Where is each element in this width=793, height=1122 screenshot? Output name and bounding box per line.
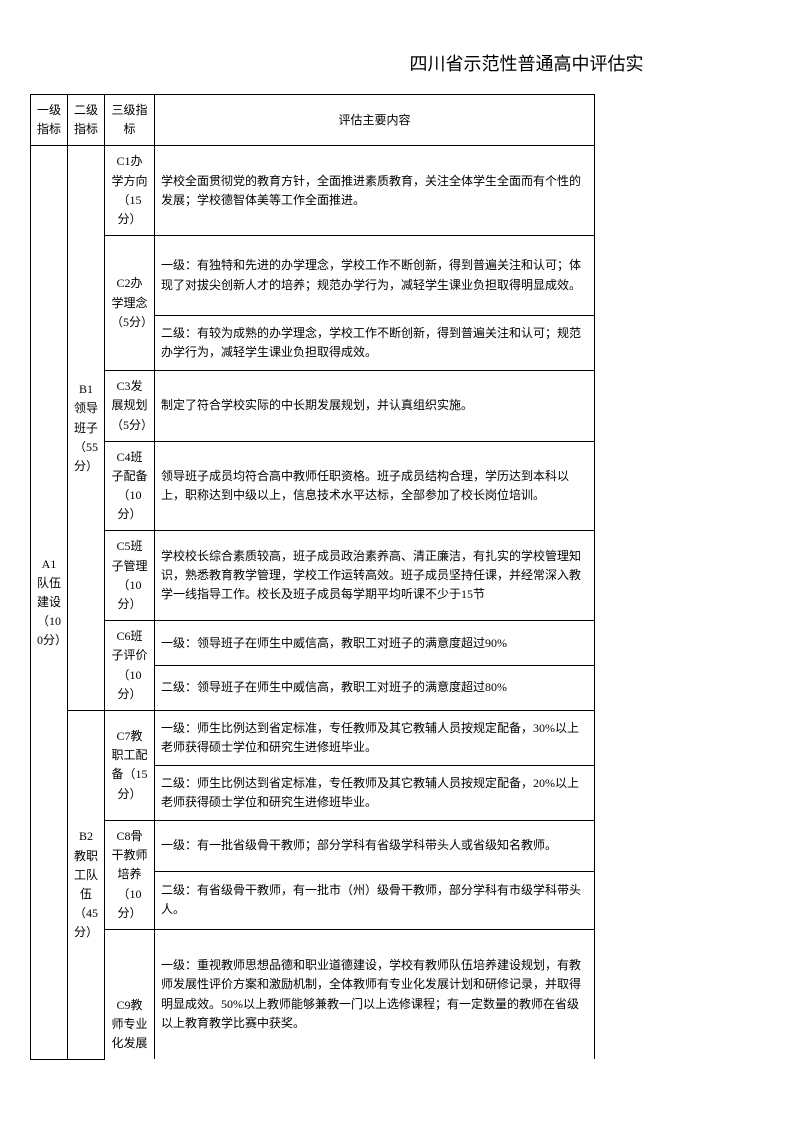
table-header-row: 一级指标 二级指标 三级指标 评估主要内容 [31,95,595,146]
cell-C7-label: C7教职工配备（15分） [105,710,155,820]
evaluation-table: 一级指标 二级指标 三级指标 评估主要内容 A1队伍建设（100分） B1领导班… [30,94,595,1060]
table-row: C9教师专业化发展 一级：重视教师思想品德和职业道德建设，学校有教师队伍培养建设… [31,929,595,1059]
table-row: A1队伍建设（100分） B1领导班子（55分） C1办学方向（15分） 学校全… [31,146,595,236]
header-content: 评估主要内容 [155,95,595,146]
cell-C4-label: C4班子配备（10分） [105,441,155,531]
table-row: C2办学理念（5分） 一级：有独特和先进的办学理念，学校工作不断创新，得到普遍关… [31,236,595,316]
cell-C4-text: 领导班子成员均符合高中教师任职资格。班子成员结构合理，学历达到本科以上，职称达到… [155,441,595,531]
cell-C6-t1: 一级：领导班子在师生中威信高，教职工对班子的满意度超过90% [155,621,595,666]
cell-C3-text: 制定了符合学校实际的中长期发展规划，并认真组织实施。 [155,371,595,442]
table-row: C8骨干教师培养（10分） 一级：有一批省级骨干教师；部分学科有省级学科带头人或… [31,820,595,871]
table-row: C6班子评价（10分） 一级：领导班子在师生中威信高，教职工对班子的满意度超过9… [31,621,595,666]
header-level3: 三级指标 [105,95,155,146]
cell-B2: B2教职工队伍（45分） [68,710,105,1059]
cell-B1: B1领导班子（55分） [68,146,105,711]
table-row: C3发展规划（5分） 制定了符合学校实际的中长期发展规划，并认真组织实施。 [31,371,595,442]
cell-C8-label: C8骨干教师培养（10分） [105,820,155,929]
table-row: B2教职工队伍（45分） C7教职工配备（15分） 一级：师生比例达到省定标准，… [31,710,595,765]
cell-C1-text: 学校全面贯彻党的教育方针，全面推进素质教育，关注全体学生全面而有个性的发展；学校… [155,146,595,236]
cell-C5-label: C5班子管理（10分） [105,531,155,621]
cell-C8-t2: 二级：有省级骨干教师，有一批市（州）级骨干教师，部分学科有市级学科带头人。 [155,871,595,929]
cell-C2-t1: 一级：有独特和先进的办学理念，学校工作不断创新，得到普遍关注和认可；体现了对拔尖… [155,236,595,316]
cell-C1-label: C1办学方向（15分） [105,146,155,236]
header-level2: 二级指标 [68,95,105,146]
cell-C9-label: C9教师专业化发展 [105,929,155,1059]
cell-C6-label: C6班子评价（10分） [105,621,155,711]
cell-C6-t2: 二级：领导班子在师生中威信高，教职工对班子的满意度超过80% [155,666,595,711]
cell-C9-t1: 一级：重视教师思想品德和职业道德建设，学校有教师队伍培养建设规划，有教师发展性评… [155,929,595,1059]
header-level1: 一级指标 [31,95,68,146]
page-title: 四川省示范性普通高中评估实 [30,50,763,76]
table-row: C5班子管理（10分） 学校校长综合素质较高，班子成员政治素养高、清正廉洁，有扎… [31,531,595,621]
cell-A1: A1队伍建设（100分） [31,146,68,1060]
cell-C8-t1: 一级：有一批省级骨干教师；部分学科有省级学科带头人或省级知名教师。 [155,820,595,871]
cell-C2-t2: 二级：有较为成熟的办学理念，学校工作不断创新，得到普遍关注和认可；规范办学行为，… [155,316,595,371]
table-row: C4班子配备（10分） 领导班子成员均符合高中教师任职资格。班子成员结构合理，学… [31,441,595,531]
cell-C7-t1: 一级：师生比例达到省定标准，专任教师及其它教辅人员按规定配备，30%以上老师获得… [155,710,595,765]
cell-C3-label: C3发展规划（5分） [105,371,155,442]
cell-C7-t2: 二级：师生比例达到省定标准，专任教师及其它教辅人员按规定配备，20%以上老师获得… [155,765,595,820]
cell-C5-text: 学校校长综合素质较高，班子成员政治素养高、清正廉洁，有扎实的学校管理知识，熟悉教… [155,531,595,621]
cell-C2-label: C2办学理念（5分） [105,236,155,371]
